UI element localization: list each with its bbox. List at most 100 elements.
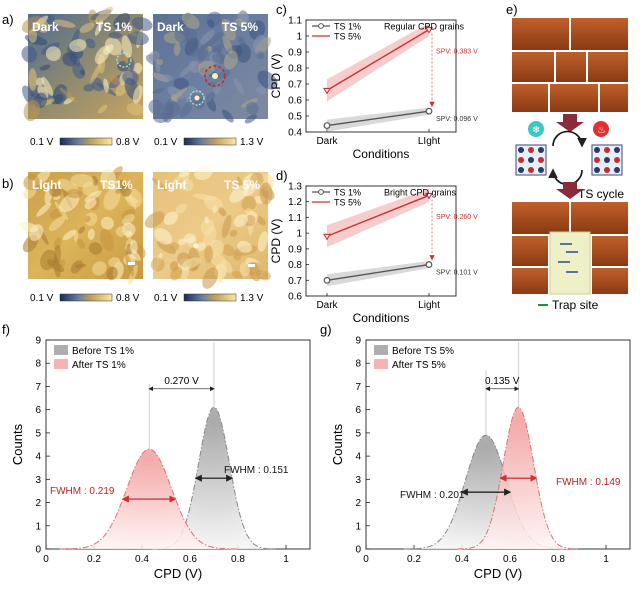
y-tick-label: 1.3: [288, 182, 302, 193]
legend-marker-ts1: [318, 189, 324, 195]
y-tick-label: 5: [35, 428, 41, 439]
trap-site-label: Trap site: [552, 298, 599, 312]
afm-grain: [88, 242, 103, 255]
afm-grain: [239, 261, 250, 277]
afm-grain: [125, 230, 133, 239]
panel-label-a: a): [2, 12, 14, 27]
x-tick-label: Dark: [316, 136, 338, 147]
afm-grain: [41, 76, 54, 96]
x-tick-label: 0.6: [503, 554, 517, 565]
y-tick-label: 1.1: [288, 16, 302, 27]
colorbar-b-ts1: 0.1 V 0.8 V: [30, 293, 140, 304]
afm-grain: [204, 216, 210, 224]
x-tick-label: 0.8: [551, 554, 565, 565]
fwhm-label-0: FWHM : 0.151: [224, 465, 289, 476]
afm-light-ts5-ts: TS 5%: [224, 178, 260, 192]
y-tick-label: 0.6: [288, 96, 302, 107]
afm-grain: [84, 190, 102, 203]
afm-grain: [126, 102, 144, 116]
y-tick-label: 7: [355, 382, 361, 393]
data-point-ts5: [323, 233, 331, 241]
y-tick-label: 0: [35, 545, 41, 556]
lattice-atom: [518, 147, 524, 153]
afm-grain: [45, 46, 61, 62]
afm-grain: [150, 257, 165, 272]
afm-grain: [215, 264, 223, 283]
afm-grain: [83, 84, 95, 92]
legend-label-ts5: TS 5%: [334, 198, 361, 208]
colorbar-a-ts1-max: 0.8 V: [116, 137, 140, 148]
lattice-atom: [538, 157, 544, 163]
afm-grain: [255, 215, 267, 226]
legend-label-before: Before TS 1%: [72, 346, 134, 357]
fwhm-label-1: FWHM : 0.219: [50, 486, 115, 497]
afm-grain: [223, 50, 238, 70]
legend-swatch-after: [54, 359, 68, 369]
data-point-ts1: [425, 107, 433, 115]
afm-grain: [106, 266, 118, 281]
legend-label-ts1: TS 1%: [334, 188, 361, 198]
y-tick-label: 0.9: [288, 48, 302, 59]
y-tick-label: 8: [355, 359, 361, 370]
spv-label-ts5: SPV: 0.260 V: [436, 214, 478, 221]
afm-grain: [222, 244, 235, 257]
lattice-atom: [604, 167, 610, 173]
down-arrow-icon-2: [556, 182, 584, 199]
afm-grain: [205, 31, 223, 48]
afm-grain: [84, 215, 91, 223]
colorbar-a-ts1: 0.1 V 0.8 V: [30, 137, 140, 148]
afm-grain: [122, 213, 135, 225]
series-line-ts5: [326, 28, 430, 92]
afm-grain: [210, 239, 225, 255]
afm-grain: [181, 13, 200, 30]
afm-grain: [48, 216, 66, 232]
colorbar-b-ts5: 0.1 V 1.3 V: [154, 293, 264, 304]
y-tick-label: 0.7: [288, 276, 302, 287]
afm-grain: [94, 20, 104, 36]
afm-grain: [109, 74, 121, 86]
afm-dark-ts5-ts: TS 5%: [222, 20, 258, 34]
y-tick-label: 0.7: [288, 80, 302, 91]
cold-icon: [528, 121, 544, 137]
afm-grain: [122, 69, 139, 86]
afm-grain: [53, 19, 76, 28]
afm-grain: [84, 198, 97, 210]
afm-grain: [62, 229, 77, 241]
afm-grain: [169, 87, 188, 102]
crystal-lattice-right: [591, 144, 623, 176]
afm-grain: [178, 170, 190, 178]
lattice-atom: [518, 157, 524, 163]
colorbar-b-ts1-max: 0.8 V: [116, 293, 140, 304]
colorbar-b-ts5-min: 0.1 V: [154, 293, 178, 304]
afm-dark-ts1-condition: Dark: [32, 20, 59, 34]
y-tick-label: 3: [355, 475, 361, 486]
afm-grain: [169, 261, 179, 272]
y-tick-label: 0.6: [288, 292, 302, 303]
afm-grain: [39, 64, 51, 71]
afm-grain: [257, 231, 269, 252]
confidence-band-ts1: [327, 107, 429, 132]
afm-grain: [175, 203, 187, 214]
afm-grain: [166, 98, 174, 118]
x-tick-label: Dark: [316, 300, 338, 311]
afm-grain: [131, 17, 153, 31]
afm-grain: [244, 208, 254, 215]
lattice-atom: [538, 167, 544, 173]
afm-grain: [218, 207, 227, 217]
distribution-curve-0: [152, 406, 276, 550]
afm-grain: [36, 18, 49, 33]
afm-grain: [207, 19, 215, 29]
afm-grain: [100, 228, 114, 252]
confidence-band-ts5: [327, 188, 429, 248]
afm-grain: [78, 226, 86, 234]
lattice-atom: [604, 157, 610, 163]
svg-text:❄: ❄: [532, 125, 540, 136]
series-line-ts1: [326, 110, 430, 127]
afm-grain: [94, 45, 110, 65]
y-tick-label: 1: [296, 32, 302, 43]
down-arrow-icon: [556, 114, 584, 132]
y-tick-label: 0.8: [288, 64, 302, 75]
x-tick-label: LIght: [418, 136, 440, 147]
afm-grain: [221, 18, 236, 41]
